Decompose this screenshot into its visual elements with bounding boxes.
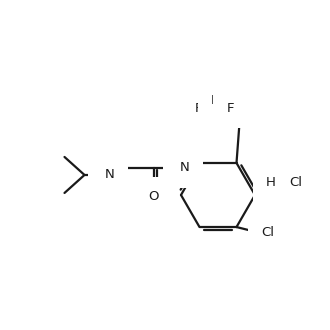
Text: F: F: [194, 102, 202, 115]
Text: N: N: [180, 161, 189, 175]
Text: H: H: [101, 160, 110, 174]
Text: Cl: Cl: [261, 225, 274, 239]
Text: F: F: [226, 102, 234, 115]
Text: H: H: [266, 176, 276, 188]
Text: H: H: [176, 153, 185, 166]
Text: O: O: [148, 190, 159, 204]
Text: F: F: [211, 93, 219, 107]
Text: Cl: Cl: [289, 176, 303, 188]
Text: N: N: [105, 168, 115, 182]
